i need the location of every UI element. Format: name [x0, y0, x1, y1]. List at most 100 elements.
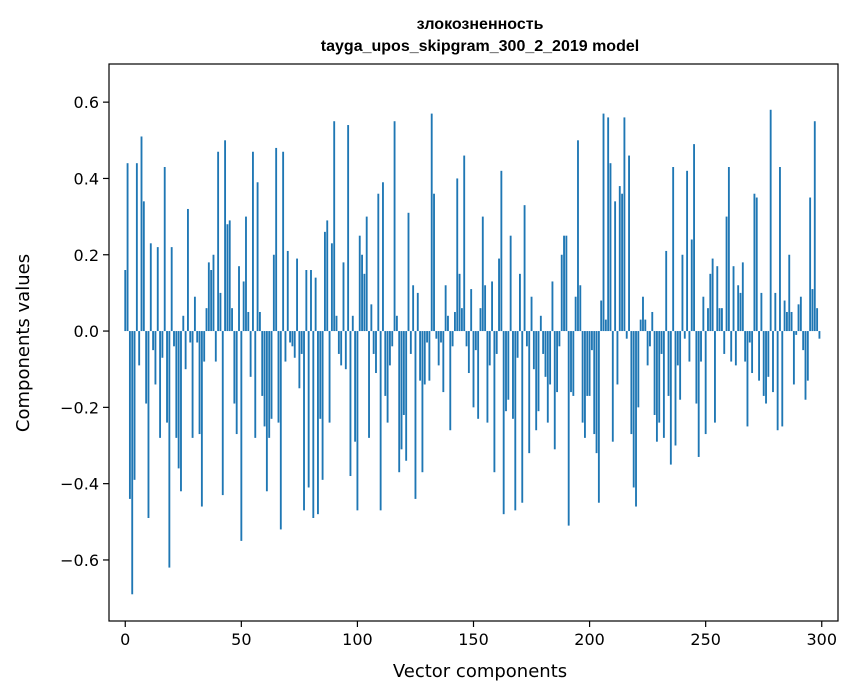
bar-115 [391, 331, 394, 347]
bar-204 [597, 331, 600, 503]
bar-12 [152, 331, 155, 351]
bar-144 [458, 273, 461, 332]
bar-202 [593, 331, 596, 435]
x-tick-label: 200 [574, 630, 605, 649]
x-tick-label: 250 [690, 630, 721, 649]
bar-26 [184, 331, 187, 370]
bar-279 [772, 331, 774, 393]
bar-190 [565, 235, 568, 332]
bar-216 [625, 331, 628, 339]
bar-292 [802, 331, 805, 351]
bar-232 [662, 331, 665, 438]
bar-16 [161, 331, 164, 358]
bar-148 [467, 331, 470, 374]
bar-264 [737, 285, 740, 332]
bar-29 [191, 331, 194, 438]
bar-289 [795, 331, 798, 335]
bar-170 [519, 273, 521, 332]
bar-257 [720, 308, 723, 332]
bar-20 [170, 247, 173, 332]
bar-123 [409, 331, 412, 354]
x-tick-label: 50 [231, 630, 251, 649]
bar-120 [402, 331, 405, 415]
x-tick-label: 100 [342, 630, 373, 649]
bar-75 [298, 331, 301, 389]
bar-184 [551, 281, 554, 332]
bar-34 [203, 331, 206, 362]
bar-297 [813, 121, 816, 332]
bar-3 [131, 331, 134, 595]
bar-224 [644, 319, 647, 332]
bar-146 [463, 155, 466, 332]
bar-127 [419, 331, 422, 381]
bar-108 [375, 331, 377, 374]
bar-72 [291, 331, 294, 347]
bar-25 [182, 315, 185, 332]
bar-183 [549, 331, 552, 385]
bar-69 [284, 331, 287, 362]
bar-291 [799, 296, 802, 332]
bar-89 [330, 243, 333, 332]
bar-191 [567, 331, 570, 526]
bar-119 [400, 331, 403, 450]
bar-159 [493, 331, 496, 473]
bar-274 [760, 292, 763, 332]
bar-215 [623, 117, 626, 332]
bar-152 [477, 331, 480, 419]
bar-54 [249, 331, 252, 377]
bar-30 [193, 296, 196, 332]
bar-222 [639, 319, 642, 332]
bar-180 [542, 331, 545, 354]
bar-221 [637, 331, 640, 408]
bar-250 [704, 331, 707, 435]
bar-225 [646, 331, 649, 366]
bar-179 [539, 315, 542, 332]
y-tick-label: 0.4 [74, 169, 99, 188]
bar-267 [744, 331, 747, 362]
bar-80 [310, 270, 312, 332]
bar-203 [595, 331, 598, 454]
bar-65 [275, 147, 278, 332]
bar-86 [323, 231, 326, 332]
bar-188 [560, 254, 563, 332]
bar-155 [484, 285, 487, 332]
bar-282 [779, 167, 781, 332]
bar-296 [811, 289, 814, 332]
bar-7 [140, 136, 143, 332]
bar-150 [472, 331, 475, 408]
bar-238 [676, 331, 679, 366]
bar-90 [333, 121, 336, 332]
bar-118 [398, 331, 401, 473]
bar-275 [762, 331, 765, 396]
bar-139 [447, 315, 449, 332]
bar-228 [653, 331, 656, 415]
bar-138 [444, 285, 447, 332]
bar-294 [806, 331, 809, 381]
bar-56 [254, 331, 257, 438]
bar-286 [788, 254, 791, 332]
bar-116 [393, 121, 396, 332]
bar-77 [303, 331, 305, 511]
bar-142 [454, 311, 456, 332]
bar-207 [604, 319, 607, 332]
bar-209 [609, 163, 612, 332]
bar-246 [695, 331, 698, 404]
bar-53 [247, 311, 250, 332]
bar-153 [479, 308, 482, 332]
bar-99 [354, 331, 357, 442]
bar-81 [312, 331, 315, 518]
bar-293 [804, 331, 807, 400]
bar-158 [491, 281, 493, 332]
bar-205 [600, 300, 603, 332]
bar-35 [205, 308, 208, 332]
bar-211 [614, 201, 617, 332]
bar-254 [714, 331, 716, 423]
bar-96 [347, 125, 350, 332]
bar-0 [124, 270, 127, 332]
bar-278 [769, 109, 772, 332]
bar-58 [258, 311, 261, 332]
bar-71 [289, 331, 292, 343]
bar-109 [377, 193, 380, 332]
bar-237 [674, 331, 677, 446]
